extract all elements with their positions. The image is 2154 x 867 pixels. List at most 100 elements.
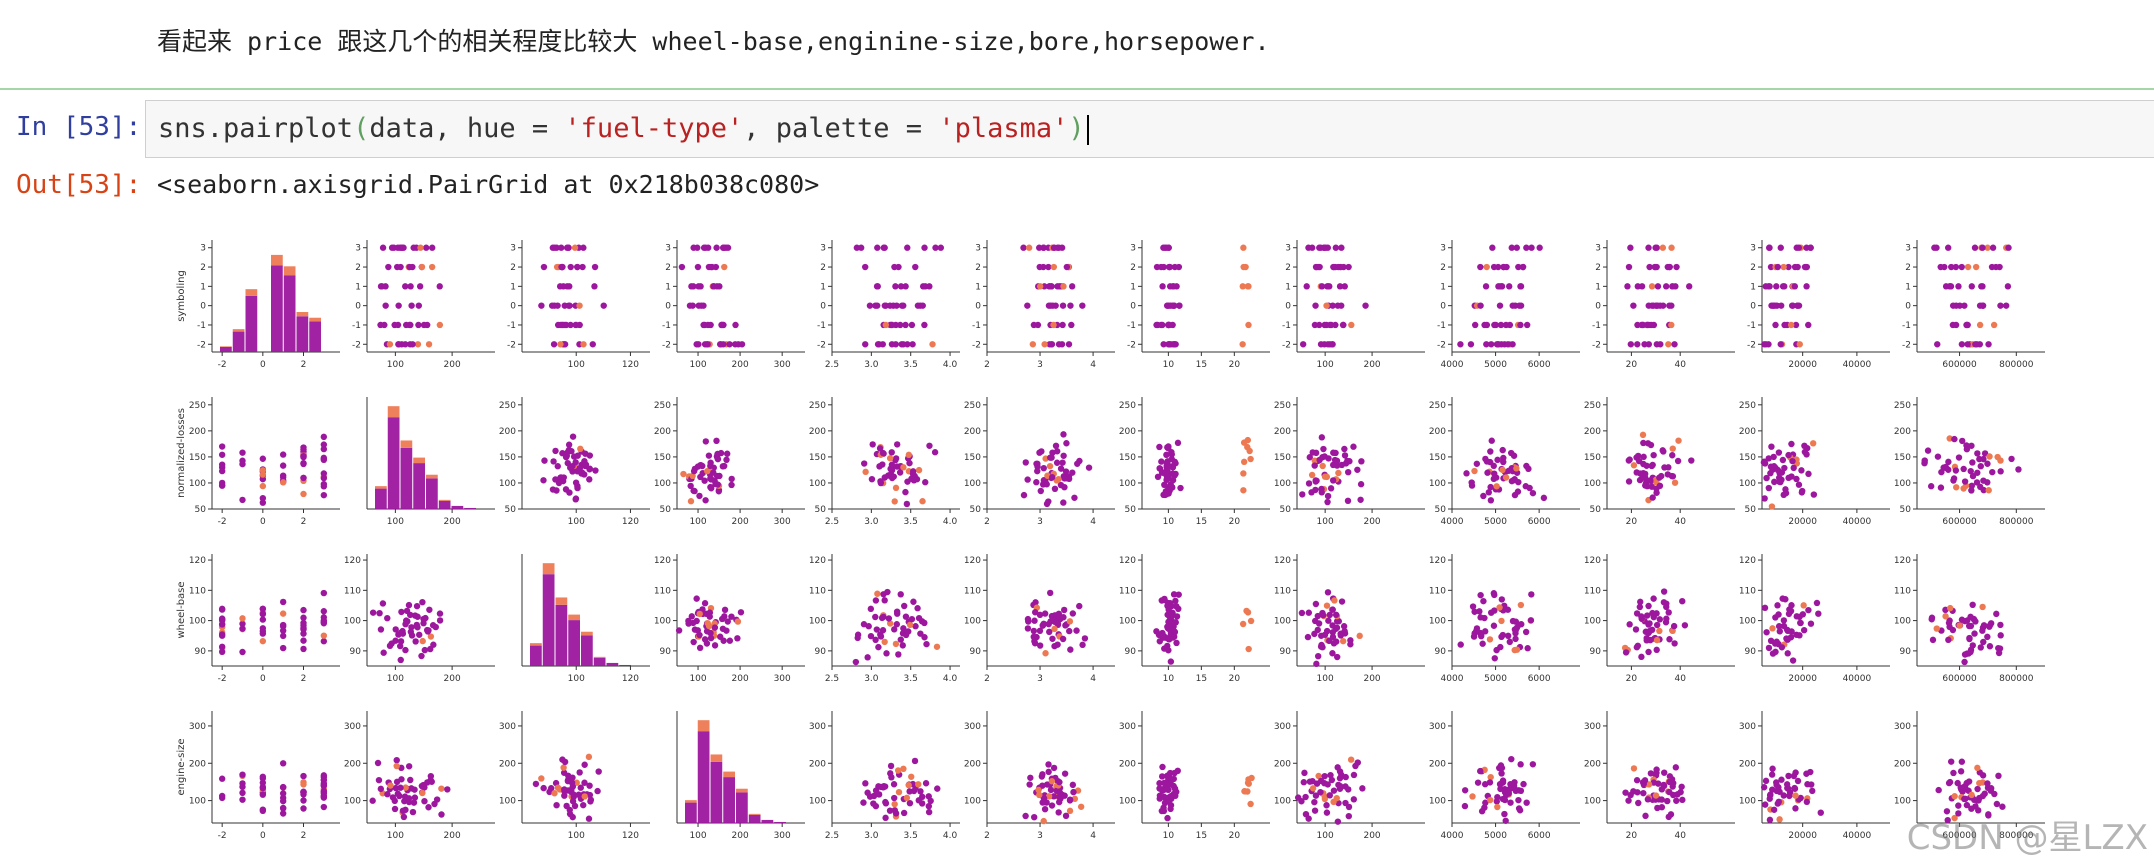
point-gas xyxy=(1973,479,1981,486)
point-gas xyxy=(1060,499,1067,506)
y-tick-label: 90 xyxy=(1590,647,1602,657)
point-gas xyxy=(395,341,403,348)
point-gas xyxy=(887,762,895,770)
y-tick-label: 250 xyxy=(1274,401,1291,411)
point-gas xyxy=(732,321,739,329)
point-diesel xyxy=(1040,817,1047,825)
point-gas xyxy=(1305,815,1312,822)
point-gas xyxy=(1313,660,1320,668)
point-gas xyxy=(693,595,700,602)
point-gas xyxy=(1049,635,1056,642)
point-gas xyxy=(908,615,916,623)
point-gas xyxy=(1031,609,1039,616)
point-gas xyxy=(902,321,909,329)
point-gas xyxy=(1773,787,1781,795)
point-gas xyxy=(436,283,443,290)
point-diesel xyxy=(1323,602,1331,609)
point-gas xyxy=(1158,773,1166,780)
point-gas xyxy=(540,263,548,271)
point-gas xyxy=(1650,321,1658,329)
point-diesel xyxy=(1496,604,1503,611)
point-gas xyxy=(695,341,702,348)
point-gas xyxy=(566,302,573,309)
point-gas xyxy=(1774,602,1781,609)
point-diesel xyxy=(1652,792,1660,799)
point-gas xyxy=(398,776,405,783)
point-gas xyxy=(875,791,883,798)
y-tick-label: 100 xyxy=(1739,479,1756,489)
row-variable-label: wheel-base xyxy=(176,581,187,638)
point-gas xyxy=(279,797,287,805)
hist-bar-gas xyxy=(593,657,606,666)
point-gas xyxy=(1335,799,1342,807)
point-gas xyxy=(705,452,713,459)
y-tick-label: 2 xyxy=(1130,263,1136,273)
point-gas xyxy=(687,482,694,490)
point-gas xyxy=(561,321,569,329)
point-gas xyxy=(912,263,919,271)
point-gas xyxy=(218,632,226,639)
point-gas xyxy=(1995,644,2002,652)
point-gas xyxy=(218,482,226,489)
y-tick-label: 1 xyxy=(1905,282,1911,292)
point-gas xyxy=(1955,802,1962,809)
point-gas xyxy=(880,244,888,251)
y-tick-label: 100 xyxy=(1119,479,1136,489)
point-gas xyxy=(1159,763,1166,771)
point-gas xyxy=(1340,623,1348,630)
point-gas xyxy=(1968,805,1975,812)
y-tick-label: 90 xyxy=(350,647,362,657)
y-tick-label: 2 xyxy=(1440,263,1446,273)
point-gas xyxy=(1306,454,1313,461)
point-gas xyxy=(1165,618,1172,626)
point-gas xyxy=(414,624,421,631)
point-gas xyxy=(1959,437,1966,445)
point-diesel xyxy=(1486,796,1494,804)
point-gas xyxy=(892,810,900,817)
point-gas xyxy=(1345,468,1352,476)
point-gas xyxy=(1948,758,1955,765)
point-gas xyxy=(1961,658,1968,666)
point-diesel xyxy=(1792,792,1799,799)
point-gas xyxy=(1173,613,1181,620)
point-gas xyxy=(1301,769,1308,777)
point-gas xyxy=(1968,442,1975,449)
point-gas xyxy=(1785,451,1792,459)
point-gas xyxy=(892,456,899,464)
point-gas xyxy=(1342,783,1349,790)
x-tick-label: 2 xyxy=(301,360,307,370)
point-gas xyxy=(1495,764,1503,772)
point-gas xyxy=(320,445,328,453)
point-diesel xyxy=(1968,791,1975,799)
x-tick-label: 600000 xyxy=(1942,674,1977,684)
point-gas xyxy=(1515,805,1523,812)
y-tick-label: 150 xyxy=(1584,453,1601,463)
hist-bar-diesel xyxy=(309,317,321,322)
x-tick-label: 100 xyxy=(568,831,585,841)
point-gas xyxy=(1964,341,1971,348)
point-gas xyxy=(1045,263,1052,271)
code-cell-editor[interactable]: sns.pairplot(data, hue = 'fuel-type', pa… xyxy=(145,100,2154,158)
hist-bar-diesel xyxy=(413,457,425,464)
point-gas xyxy=(893,441,901,448)
point-gas xyxy=(1476,608,1483,615)
point-gas xyxy=(1645,341,1653,348)
point-diesel xyxy=(259,467,267,474)
point-gas xyxy=(402,283,409,290)
point-gas xyxy=(716,283,723,290)
point-gas xyxy=(1974,469,1981,476)
point-gas xyxy=(1635,452,1642,460)
y-tick-label: 1 xyxy=(1750,282,1756,292)
x-tick-label: 0 xyxy=(260,360,266,370)
point-gas xyxy=(1945,458,1952,466)
hist-bar-diesel xyxy=(593,656,606,658)
point-gas xyxy=(690,467,698,475)
point-gas xyxy=(1073,627,1080,634)
point-gas xyxy=(1457,341,1464,348)
point-gas xyxy=(1314,612,1322,620)
point-gas xyxy=(1024,615,1032,623)
point-gas xyxy=(1776,628,1783,635)
point-gas xyxy=(1324,498,1331,506)
hist-bar-gas xyxy=(685,802,697,823)
code-line[interactable]: sns.pairplot(data, hue = 'fuel-type', pa… xyxy=(158,113,1089,145)
